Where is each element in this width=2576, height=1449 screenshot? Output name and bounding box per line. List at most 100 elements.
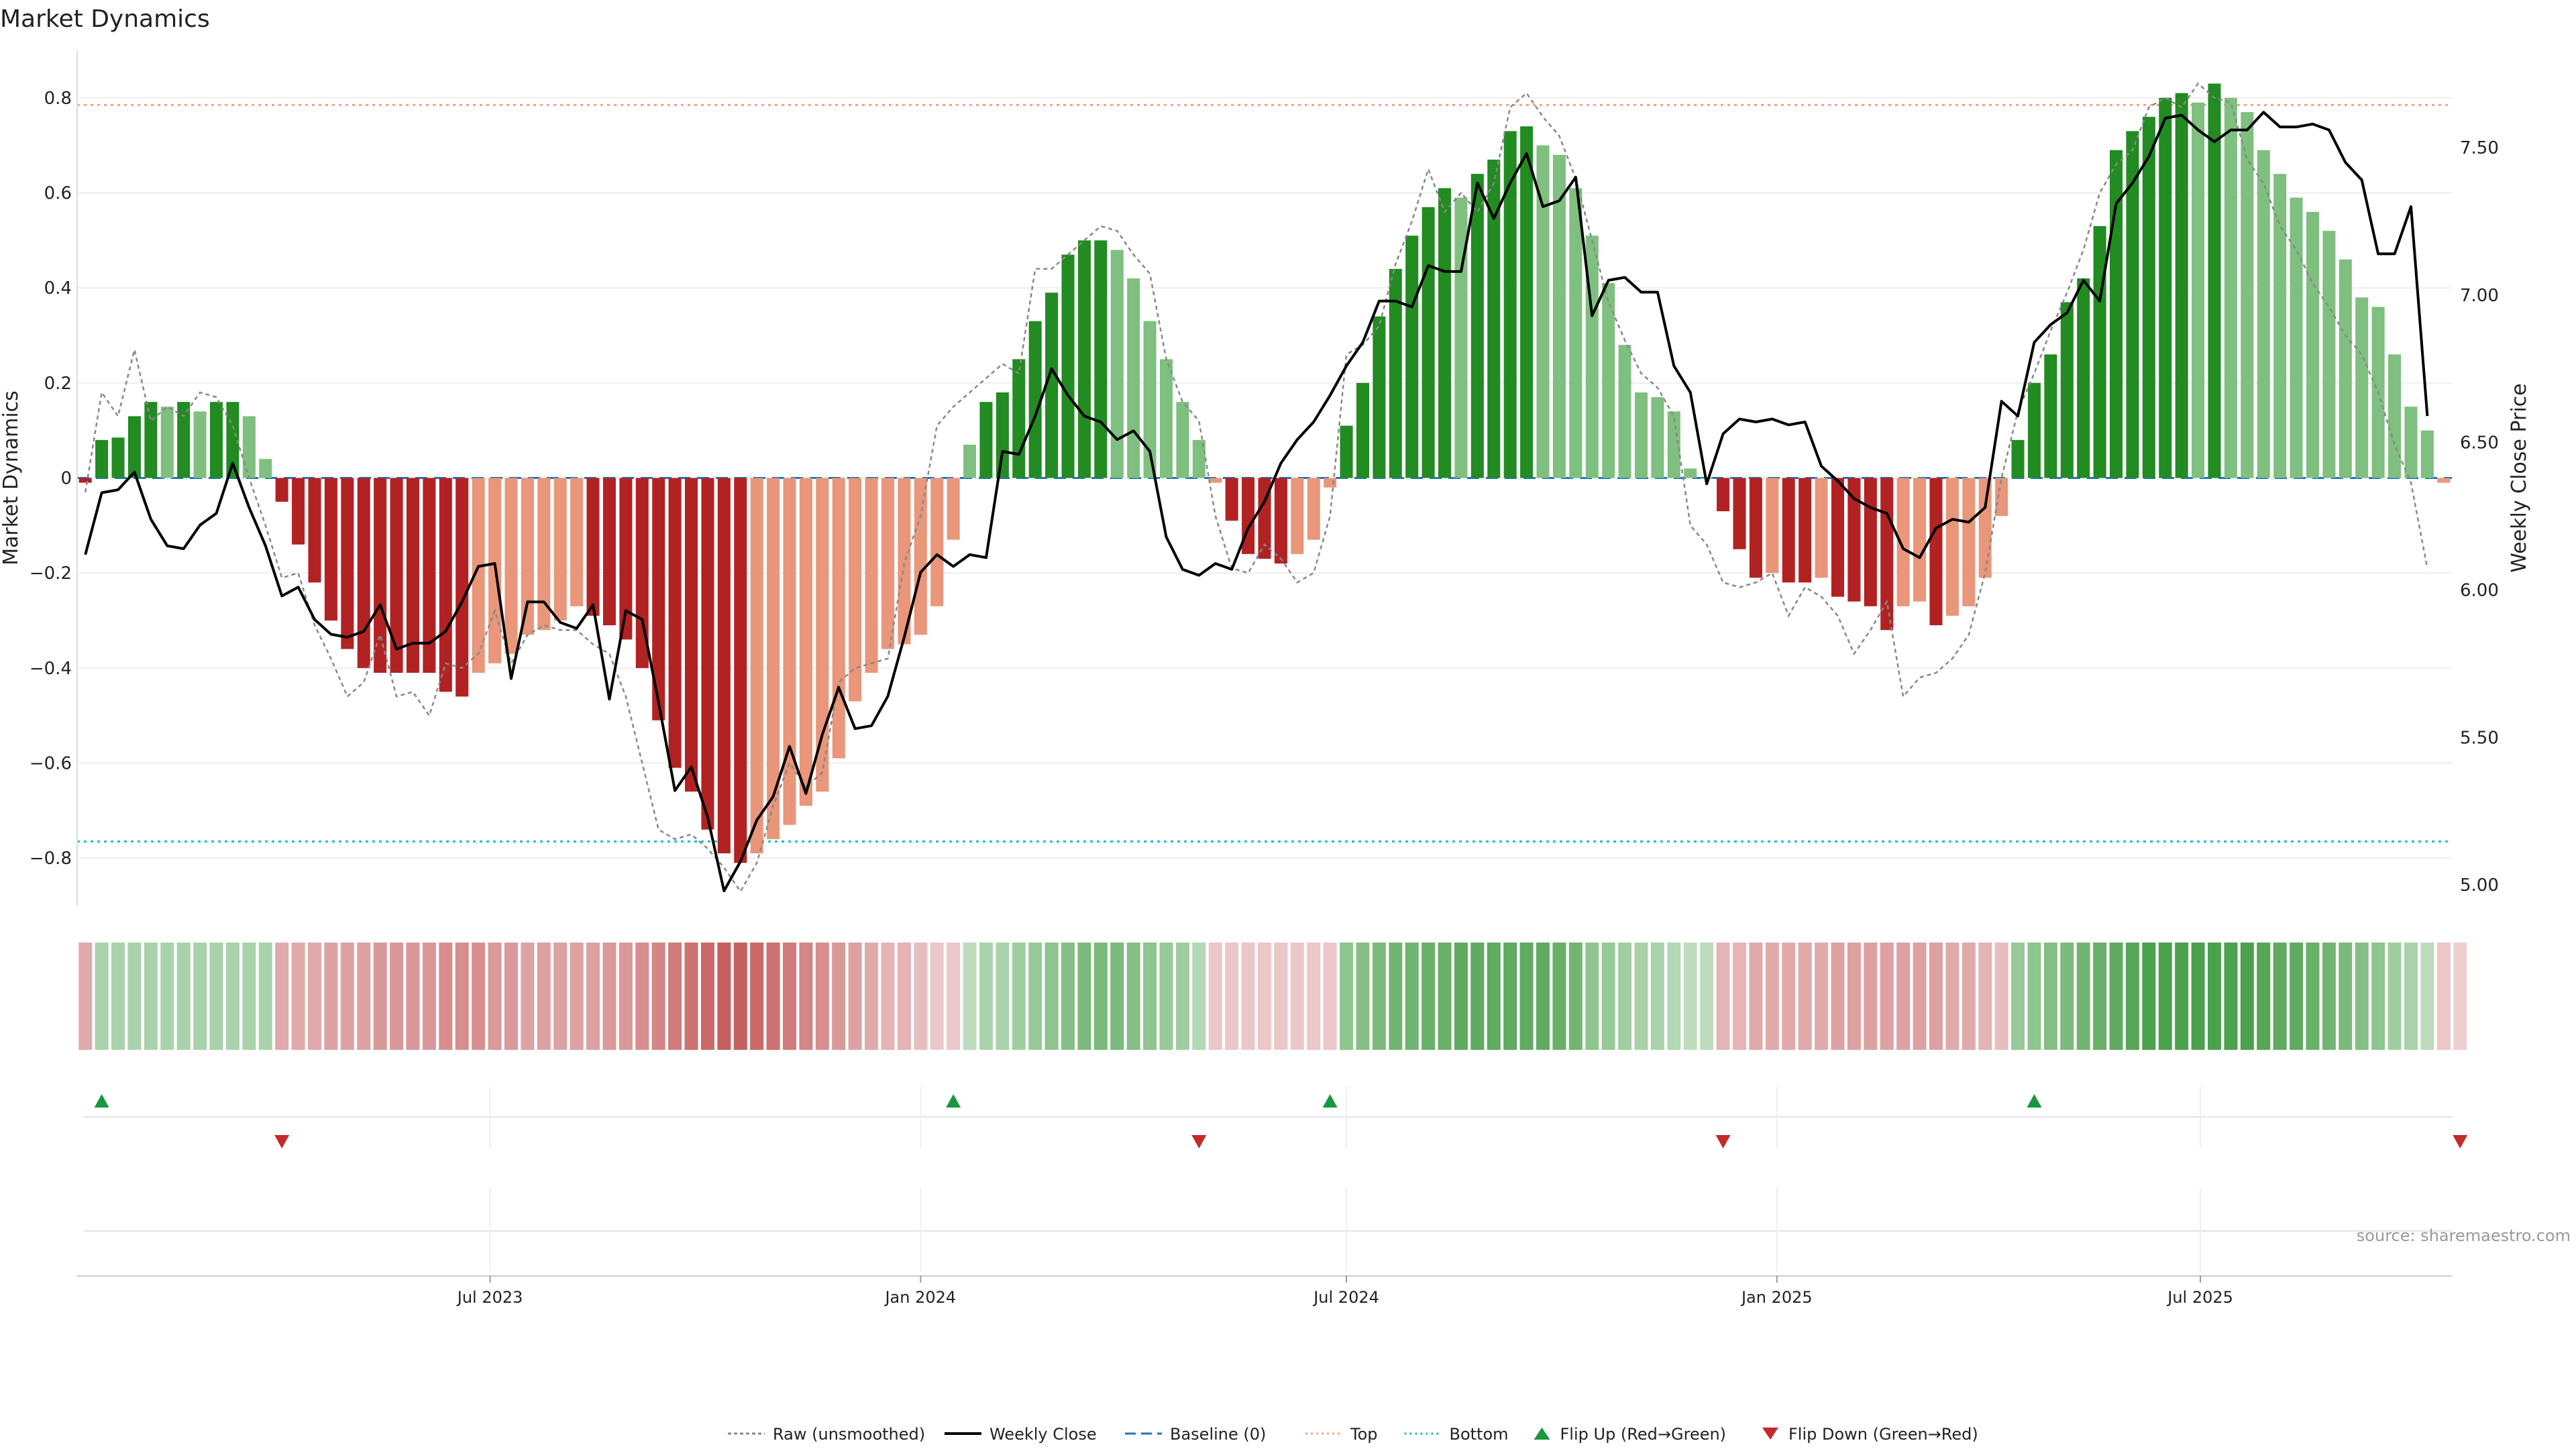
heatmap-cell xyxy=(95,943,109,1050)
heatmap-cell xyxy=(504,943,518,1050)
dynamics-bar xyxy=(259,459,272,478)
regime-heatmap-strip xyxy=(78,943,2467,1050)
heatmap-cell xyxy=(1192,943,1206,1050)
dynamics-bar xyxy=(2404,407,2418,478)
heatmap-cell xyxy=(1536,943,1550,1050)
heatmap-cell xyxy=(455,943,469,1050)
legend: Raw (unsmoothed) Weekly Close Baseline (0)… xyxy=(728,1425,1978,1444)
heatmap-cell xyxy=(2404,943,2418,1050)
legend-item: Flip Up (Red→Green) xyxy=(1534,1425,1726,1444)
heatmap-cell xyxy=(1519,943,1534,1050)
heatmap-cell xyxy=(848,943,862,1050)
heatmap-cell xyxy=(2207,943,2222,1050)
legend-item: Top xyxy=(1305,1425,1378,1444)
dynamics-bar xyxy=(1503,131,1517,478)
heatmap-cell xyxy=(963,943,977,1050)
legend-label: Flip Down (Green→Red) xyxy=(1788,1425,1978,1444)
heatmap-cell xyxy=(2339,943,2353,1050)
heatmap-cell xyxy=(1274,943,1288,1050)
dynamics-bar xyxy=(2093,226,2106,478)
dynamics-bar xyxy=(2339,259,2352,478)
legend-label: Weekly Close xyxy=(989,1425,1097,1444)
left-tick-label: 0 xyxy=(60,469,72,489)
heatmap-cell xyxy=(1880,943,1894,1050)
heatmap-cell xyxy=(2076,943,2090,1050)
heatmap-cell xyxy=(1913,943,1927,1050)
heatmap-cell xyxy=(1601,943,1615,1050)
dynamics-bar xyxy=(357,478,370,668)
heatmap-cell xyxy=(1749,943,1763,1050)
heatmap-cell xyxy=(947,943,961,1050)
dynamics-bar xyxy=(127,416,141,478)
dynamics-bar xyxy=(2273,174,2287,478)
heatmap-cell xyxy=(2290,943,2304,1050)
dynamics-bar xyxy=(1373,316,1386,478)
heatmap-cell xyxy=(668,943,682,1050)
dynamics-bar xyxy=(111,437,125,478)
dynamics-bar xyxy=(963,444,977,478)
dynamics-bar xyxy=(1766,478,1779,574)
left-axis-label: Market Dynamics xyxy=(0,390,23,566)
heatmap-cell xyxy=(1929,943,1943,1050)
dynamics-bar xyxy=(1405,235,1419,478)
heatmap-cell xyxy=(1421,943,1436,1050)
right-tick-label: 7.50 xyxy=(2460,138,2499,158)
heatmap-cell xyxy=(472,943,486,1050)
heatmap-cell xyxy=(782,943,797,1050)
time-tick-label: Jul 2023 xyxy=(456,1288,523,1307)
dynamics-bar xyxy=(2306,211,2320,478)
heatmap-cell xyxy=(1340,943,1354,1050)
legend-label: Raw (unsmoothed) xyxy=(773,1425,925,1444)
dynamics-bar xyxy=(1012,359,1026,478)
left-tick-label: −0.6 xyxy=(30,754,72,774)
flip-down-marker xyxy=(2453,1135,2468,1148)
price-series xyxy=(84,111,2429,892)
right-axis-label: Weekly Close Price xyxy=(2508,383,2531,572)
heatmap-cell xyxy=(2355,943,2369,1050)
heatmap-cell xyxy=(865,943,879,1050)
dynamics-bar xyxy=(898,478,911,645)
heatmap-cell xyxy=(324,943,338,1050)
heatmap-cell xyxy=(979,943,993,1050)
heatmap-cell xyxy=(1093,943,1108,1050)
source-note: source: sharemaestro.com xyxy=(2357,1226,2571,1245)
heatmap-cell xyxy=(1732,943,1747,1050)
heatmap-cell xyxy=(1323,943,1337,1050)
dynamics-bar xyxy=(1880,478,1894,631)
left-tick-label: 0.2 xyxy=(44,374,72,394)
dynamics-bar xyxy=(619,478,633,640)
dynamics-bar xyxy=(1913,478,1927,602)
heatmap-cell xyxy=(127,943,142,1050)
raw-series xyxy=(84,82,2428,894)
heatmap-cell xyxy=(799,943,813,1050)
dynamics-bar xyxy=(1225,478,1238,521)
heatmap-cell xyxy=(1831,943,1845,1050)
heatmap-cell xyxy=(1077,943,1091,1050)
dynamics-bar xyxy=(1143,321,1157,478)
heatmap-cell xyxy=(160,943,174,1050)
dynamics-bar xyxy=(914,478,927,635)
dynamics-bar xyxy=(2077,278,2090,478)
dynamics-bar xyxy=(1799,478,1812,583)
dynamics-bar xyxy=(2322,231,2336,478)
heatmap-cell xyxy=(1503,943,1517,1050)
dynamics-bar xyxy=(668,478,682,768)
heatmap-cell xyxy=(635,943,649,1050)
heatmap-cell xyxy=(586,943,600,1050)
heatmap-cell xyxy=(1143,943,1157,1050)
dynamics-bar xyxy=(177,402,191,478)
dynamics-bar xyxy=(521,478,534,635)
left-tick-label: −0.8 xyxy=(30,849,72,869)
dynamics-bar xyxy=(2109,150,2123,478)
heatmap-cell xyxy=(1110,943,1124,1050)
dynamics-bar xyxy=(95,439,109,478)
dynamics-bar xyxy=(1552,154,1566,478)
dynamics-bar xyxy=(1159,359,1173,478)
heatmap-cell xyxy=(1782,943,1796,1050)
time-tick-label: Jul 2025 xyxy=(2166,1288,2233,1307)
dynamics-bar xyxy=(1945,478,1959,616)
heatmap-cell xyxy=(1061,943,1075,1050)
heatmap-cell xyxy=(1257,943,1272,1050)
flip-down-marker xyxy=(274,1135,290,1148)
right-axis: 7.50 7.00 6.50 6.00 5.50 5.00 Weekly Close Pri… xyxy=(2460,138,2531,896)
